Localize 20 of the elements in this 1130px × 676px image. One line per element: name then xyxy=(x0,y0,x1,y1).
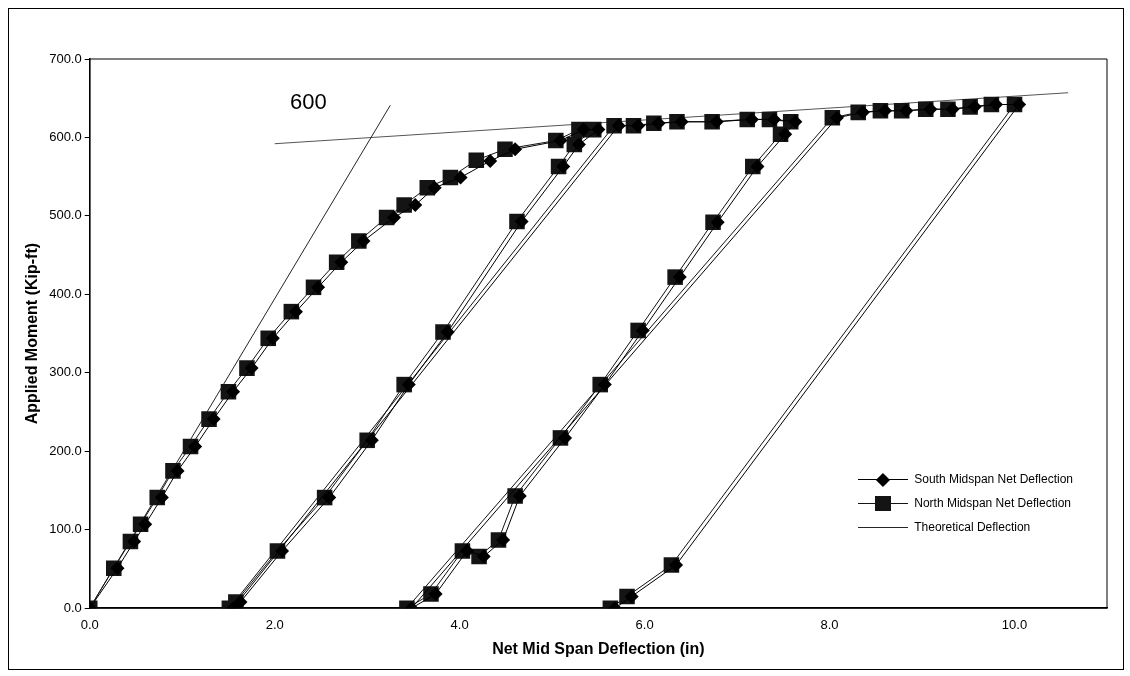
y-tick-label: 700.0 xyxy=(49,50,82,66)
x-tick-label: 4.0 xyxy=(450,616,469,632)
y-tick-label: 100.0 xyxy=(49,521,82,537)
x-tick-label: 0.0 xyxy=(80,616,99,632)
legend-label: Theoretical Deflection xyxy=(914,520,1031,534)
y-tick-label: 600.0 xyxy=(49,129,82,145)
y-tick-label: 400.0 xyxy=(49,285,82,301)
y-tick-label: 200.0 xyxy=(49,442,82,458)
y-axis-title: Applied Moment (Kip-ft) xyxy=(23,242,41,425)
x-axis-title: Net Mid Span Deflection (in) xyxy=(492,639,705,657)
legend-label: South Midspan Net Deflection xyxy=(914,472,1073,486)
y-tick-label: 0.0 xyxy=(63,599,82,615)
x-tick-label: 8.0 xyxy=(820,616,839,632)
x-tick-label: 2.0 xyxy=(265,616,284,632)
legend-label: North Midspan Net Deflection xyxy=(914,496,1071,510)
y-tick-label: 300.0 xyxy=(49,364,82,380)
annotation: 600 xyxy=(290,89,327,115)
x-tick-label: 6.0 xyxy=(635,616,654,632)
x-tick-label: 10.0 xyxy=(1001,616,1028,632)
y-tick-label: 500.0 xyxy=(49,207,82,223)
